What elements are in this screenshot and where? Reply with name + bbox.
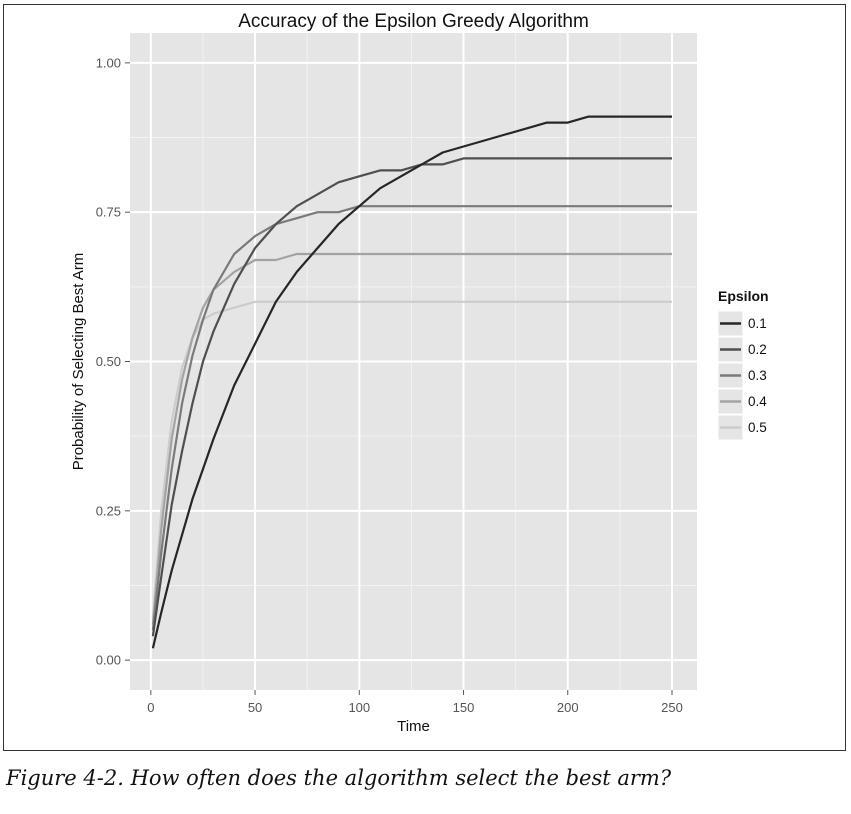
series-line-0.2 xyxy=(151,157,672,637)
x-tick-label: 200 xyxy=(557,700,579,715)
series-lines xyxy=(151,115,672,649)
x-tick-label: 250 xyxy=(661,700,683,715)
y-tick-label: 1.00 xyxy=(96,55,121,70)
x-tick-label: 0 xyxy=(147,700,154,715)
y-tick-label: 0.25 xyxy=(96,503,121,518)
grid-lines xyxy=(130,33,697,690)
axes: 0 50 100 150 200 250 0.00 0.25 0.50 0.75 1.00 xyxy=(96,55,683,715)
legend-label: 0.3 xyxy=(748,368,767,383)
figure-caption: Figure 4-2. How often does the algorithm… xyxy=(6,766,672,790)
x-axis-label: Time xyxy=(397,718,430,735)
legend: Epsilon 0.1 0.2 0.3 0.4 0.5 xyxy=(717,288,769,441)
y-axis-label: Probability of Selecting Best Arm xyxy=(70,253,87,471)
y-tick-label: 0.50 xyxy=(96,354,121,369)
legend-title: Epsilon xyxy=(718,288,769,304)
series-line-0.5 xyxy=(151,300,672,619)
legend-label: 0.2 xyxy=(748,342,767,357)
x-tick-label: 150 xyxy=(453,700,475,715)
legend-label: 0.4 xyxy=(748,394,767,409)
series-line-0.1 xyxy=(151,115,672,649)
legend-label: 0.1 xyxy=(748,316,767,331)
series-line-0.4 xyxy=(151,252,672,625)
line-chart: 0 50 100 150 200 250 0.00 0.25 0.50 0.75 1.00 Accu… xyxy=(70,11,769,735)
chart-title: Accuracy of the Epsilon Greedy Algorithm xyxy=(238,11,589,32)
x-tick-label: 50 xyxy=(248,700,262,715)
x-tick-label: 100 xyxy=(348,700,370,715)
y-tick-label: 0.00 xyxy=(96,653,121,668)
series-line-0.3 xyxy=(151,205,672,631)
y-tick-label: 0.75 xyxy=(96,205,121,220)
legend-label: 0.5 xyxy=(748,420,767,435)
